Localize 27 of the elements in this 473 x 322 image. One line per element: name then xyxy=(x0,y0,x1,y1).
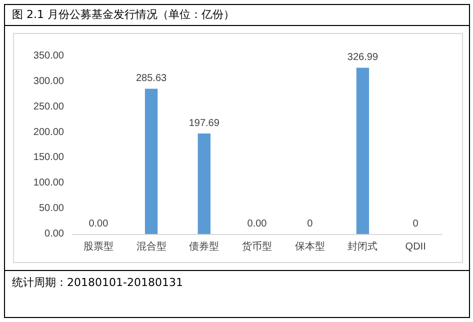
y-tick-label: 50.00 xyxy=(38,203,64,214)
data-label: 197.69 xyxy=(188,118,220,129)
y-tick-label: 150.00 xyxy=(33,152,64,164)
text: 统计周期：20180101-20180131 xyxy=(12,275,184,291)
bar xyxy=(144,88,158,234)
chart-title: 图 2.1 月份公募基金发行情况（单位：亿份） xyxy=(5,5,469,26)
y-tick-label: 250.00 xyxy=(33,101,64,112)
y-tick-label: 350.00 xyxy=(33,50,64,62)
data-label: 0 xyxy=(412,218,419,230)
y-tick-label: 300.00 xyxy=(33,76,64,87)
data-label: 0 xyxy=(307,218,314,230)
x-tick-label: 货币型 xyxy=(242,240,272,252)
x-tick-label: 保本型 xyxy=(294,240,325,252)
x-tick-label: 股票型 xyxy=(83,240,114,252)
x-tick-label: 混合型 xyxy=(136,240,166,252)
x-tick-label: 封闭式 xyxy=(348,240,378,252)
y-tick-label: 200.00 xyxy=(33,126,64,138)
data-label: 0.00 xyxy=(88,218,109,230)
y-tick-label: 0.00 xyxy=(44,228,64,240)
y-tick-label: 100.00 xyxy=(33,178,64,189)
data-label: 285.63 xyxy=(136,73,168,84)
x-tick-label: QDII xyxy=(405,242,426,252)
x-tick-label: 债券型 xyxy=(189,240,220,252)
data-label: 0.00 xyxy=(247,218,268,230)
bar xyxy=(356,68,370,234)
data-label: 326.99 xyxy=(347,52,378,64)
bar xyxy=(198,133,210,234)
